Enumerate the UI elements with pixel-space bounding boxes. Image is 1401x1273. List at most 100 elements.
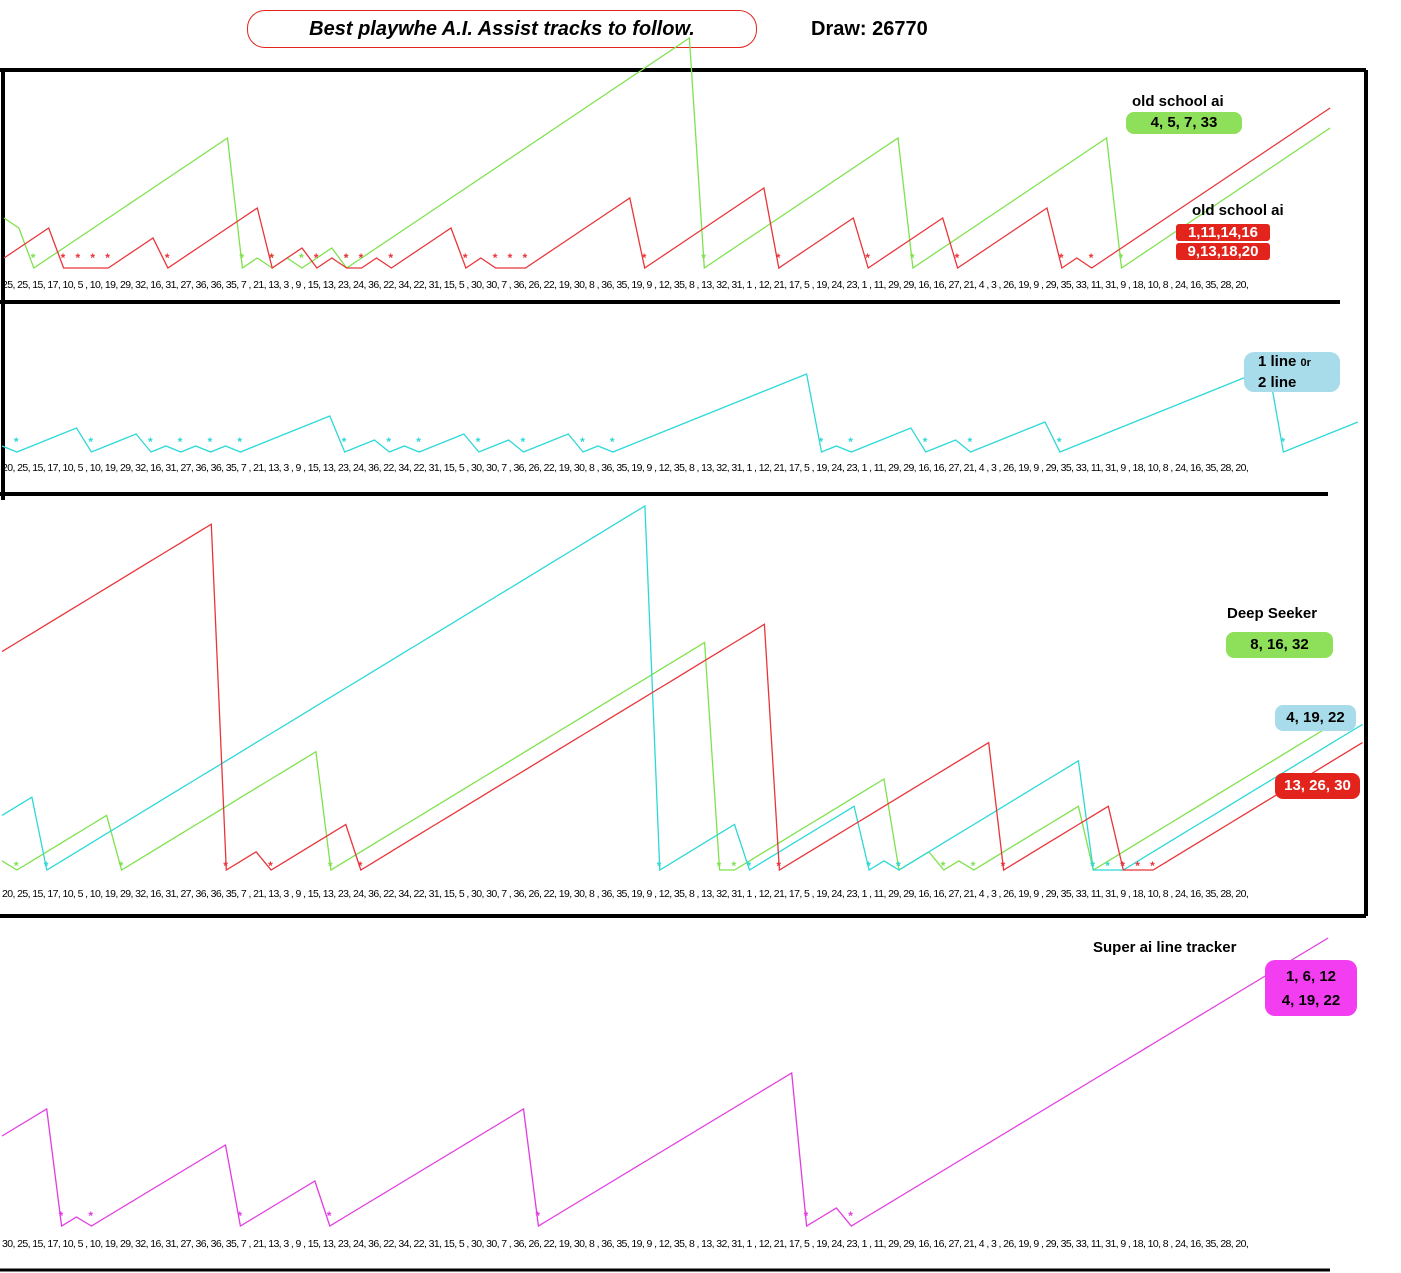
hit-marker: * (14, 435, 19, 449)
hit-marker: * (165, 251, 170, 265)
hit-marker: * (1090, 859, 1095, 873)
hit-marker: * (105, 251, 110, 265)
series-line-3-0 (1, 937, 1329, 1228)
hit-marker: * (493, 251, 498, 265)
hit-marker: * (44, 859, 49, 873)
hit-marker: * (88, 1209, 93, 1223)
hit-marker: * (896, 859, 901, 873)
hit-marker: * (535, 1209, 540, 1223)
deep-seeker-pill-blue: 4, 19, 22 (1275, 705, 1356, 731)
two-line-text: 2 line (1258, 374, 1297, 391)
hit-marker: * (776, 251, 781, 265)
hit-marker: * (237, 435, 242, 449)
old-school-label-1: old school ai (1132, 93, 1224, 110)
old-school-pill-red-2: 9,13,18,20 (1176, 243, 1270, 260)
hit-marker: * (269, 251, 274, 265)
hit-marker: * (359, 251, 364, 265)
old-school-pill-green: 4, 5, 7, 33 (1126, 112, 1242, 134)
hit-marker: * (642, 251, 647, 265)
hit-marker: * (237, 1209, 242, 1223)
hit-marker: * (717, 859, 722, 873)
ticks-one-two-line: 20, 25, 15, 17, 10, 5 , 10, 19, 29, 32, … (2, 462, 1248, 474)
hit-marker: * (819, 435, 824, 449)
hit-marker: * (1001, 859, 1006, 873)
hit-marker: * (910, 251, 915, 265)
hit-marker: * (148, 435, 153, 449)
hit-marker: * (701, 251, 706, 265)
hit-marker: * (610, 435, 615, 449)
hit-marker: * (732, 859, 737, 873)
series-line-0-1 (3, 107, 1331, 270)
hit-marker: * (523, 251, 528, 265)
hit-marker: * (848, 435, 853, 449)
deep-seeker-pill-green: 8, 16, 32 (1226, 632, 1333, 658)
or-text: 0r (1300, 357, 1311, 369)
hit-marker: * (1057, 435, 1062, 449)
hit-marker: * (866, 859, 871, 873)
hit-marker: * (968, 435, 973, 449)
hit-marker: * (14, 859, 19, 873)
hit-marker: * (208, 435, 213, 449)
hit-marker: * (521, 435, 526, 449)
hit-marker: * (61, 251, 66, 265)
hit-marker: * (327, 1209, 332, 1223)
deep-seeker-label: Deep Seeker (1227, 605, 1318, 622)
hit-marker: * (76, 251, 81, 265)
hit-marker: * (657, 859, 662, 873)
hit-marker: * (1105, 859, 1110, 873)
hit-marker: * (508, 251, 513, 265)
hit-marker: * (31, 251, 36, 265)
hit-marker: * (239, 251, 244, 265)
ticks-deep-seeker: 20, 25, 15, 17, 10, 5 , 10, 19, 29, 32, … (2, 888, 1248, 900)
hit-marker: * (776, 859, 781, 873)
hit-marker: * (223, 859, 228, 873)
hit-marker: * (580, 435, 585, 449)
hit-marker: * (1089, 251, 1094, 265)
hit-marker: * (268, 859, 273, 873)
hit-marker: * (358, 859, 363, 873)
hit-marker: * (269, 251, 274, 265)
ticks-old-school: 25, 25, 15, 17, 10, 5 , 10, 19, 29, 32, … (2, 279, 1248, 291)
one-line-text: 1 line (1258, 353, 1301, 370)
hit-marker: * (1119, 251, 1124, 265)
old-school-label-2: old school ai (1192, 202, 1284, 219)
draw-number: Draw: 26770 (811, 18, 928, 40)
hit-marker: * (1059, 251, 1064, 265)
hit-marker: * (1150, 859, 1155, 873)
hit-marker: * (896, 859, 901, 873)
hit-marker: * (463, 251, 468, 265)
hit-marker: * (119, 859, 124, 873)
series-line-1-0 (1, 367, 1359, 453)
super-ai-pill-line-1: 1, 6, 12 (1285, 968, 1337, 985)
hit-marker: * (314, 251, 319, 265)
hit-marker: * (476, 435, 481, 449)
series-line-2-0 (1, 641, 1333, 872)
hit-marker: * (848, 1209, 853, 1223)
hit-marker: * (88, 435, 93, 449)
hit-marker: * (328, 859, 333, 873)
hit-marker: * (971, 859, 976, 873)
super-ai-label: Super ai line tracker (1093, 939, 1237, 956)
super-ai-pill-line-2: 4, 19, 22 (1281, 992, 1341, 1009)
hit-marker: * (386, 435, 391, 449)
hit-marker: * (1135, 859, 1140, 873)
hit-marker: * (388, 251, 393, 265)
hit-marker: * (955, 251, 960, 265)
one-two-line-pill: 1 line 0r 2 line (1244, 352, 1340, 392)
hit-marker: * (178, 435, 183, 449)
hit-marker: * (344, 251, 349, 265)
hit-marker: * (90, 251, 95, 265)
ticks-super-ai: 30, 25, 15, 17, 10, 5 , 10, 19, 29, 32, … (2, 1238, 1248, 1250)
hit-marker: * (1120, 859, 1125, 873)
series-line-2-2 (1, 523, 1363, 872)
hit-marker: * (865, 251, 870, 265)
hit-marker: * (941, 859, 946, 873)
hit-marker: * (804, 1209, 809, 1223)
deep-seeker-pill-red: 13, 26, 30 (1275, 773, 1360, 799)
hit-marker: * (299, 251, 304, 265)
hit-marker: * (59, 1209, 64, 1223)
old-school-pill-red-1: 1,11,14,16 (1176, 224, 1270, 241)
hit-marker: * (344, 251, 349, 265)
hit-marker: * (747, 859, 752, 873)
